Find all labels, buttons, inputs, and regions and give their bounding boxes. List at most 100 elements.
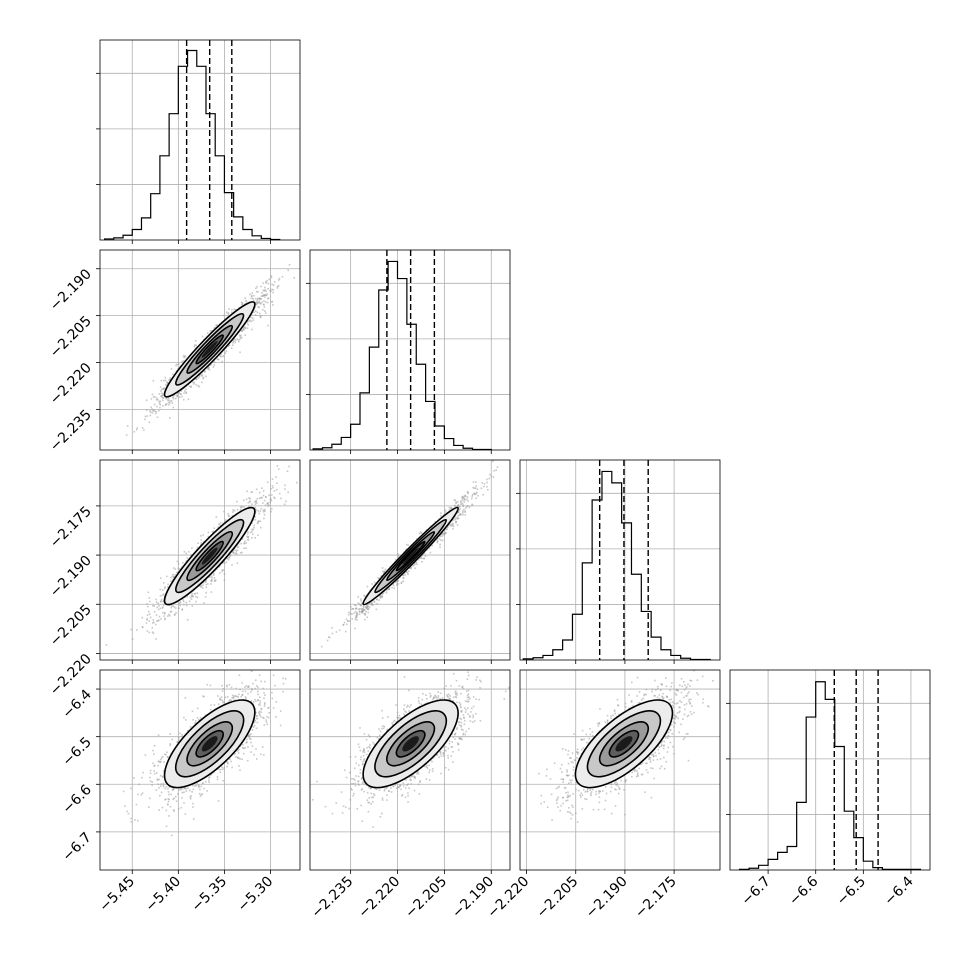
sample-point <box>165 825 168 828</box>
sample-point <box>564 786 567 789</box>
sample-point <box>359 768 362 771</box>
sample-point <box>558 785 560 788</box>
sample-point <box>444 511 447 513</box>
sample-point <box>637 775 639 777</box>
sample-point <box>247 536 250 538</box>
sample-point <box>495 469 497 471</box>
sample-point <box>367 750 369 752</box>
sample-point <box>183 787 185 790</box>
sample-point <box>159 400 162 403</box>
sample-point <box>232 551 234 553</box>
sample-point <box>401 795 403 797</box>
sample-point <box>361 782 364 784</box>
sample-point <box>229 555 231 558</box>
sample-point <box>457 506 460 508</box>
sample-point <box>173 810 175 812</box>
sample-point <box>421 561 423 563</box>
sample-point <box>178 392 181 394</box>
sample-point <box>414 563 416 566</box>
sample-point <box>232 511 234 513</box>
sample-point <box>224 562 226 565</box>
sample-point <box>170 610 173 613</box>
sample-point <box>407 544 409 546</box>
sample-point <box>598 792 600 794</box>
sample-point <box>674 722 676 724</box>
density-level <box>201 341 218 358</box>
sample-point <box>264 286 266 289</box>
sample-point <box>638 691 641 693</box>
sample-point <box>381 709 383 712</box>
sample-point <box>439 546 441 549</box>
sample-point <box>628 707 630 710</box>
sample-point <box>557 796 559 799</box>
sample-point <box>380 575 382 578</box>
sample-point <box>275 701 278 703</box>
sample-point <box>200 785 202 788</box>
sample-point <box>210 704 212 706</box>
sample-point <box>194 592 197 595</box>
sample-point <box>176 392 179 395</box>
sample-point <box>431 698 434 701</box>
sample-point <box>464 711 467 713</box>
sample-point <box>256 311 259 314</box>
sample-point <box>328 636 330 638</box>
sample-point <box>170 580 172 582</box>
sample-point <box>233 338 236 340</box>
sample-point <box>227 559 230 561</box>
sample-point <box>235 549 237 552</box>
sample-point <box>232 342 234 344</box>
sample-point <box>255 679 257 681</box>
sample-point <box>381 567 384 569</box>
sample-point <box>152 380 155 382</box>
sample-point <box>245 299 247 302</box>
sample-point <box>360 778 363 780</box>
sample-point <box>262 511 265 513</box>
sample-point <box>260 711 263 714</box>
sample-point <box>205 780 207 783</box>
sample-point <box>172 605 174 607</box>
sample-point <box>665 685 668 688</box>
sample-point <box>450 507 452 509</box>
histogram-panel <box>726 669 931 874</box>
sample-point <box>366 616 368 619</box>
sample-point <box>253 526 255 529</box>
sample-point <box>365 610 367 613</box>
sample-point <box>228 344 231 347</box>
sample-point <box>244 696 247 698</box>
sample-point <box>235 695 238 698</box>
sample-point <box>479 720 482 722</box>
sample-point <box>253 721 256 723</box>
sample-point <box>191 547 193 549</box>
sample-point <box>210 580 212 582</box>
sample-point <box>192 788 195 791</box>
sample-point <box>167 583 169 586</box>
sample-point <box>158 787 160 789</box>
sample-point <box>652 767 654 770</box>
sample-point <box>573 759 576 761</box>
sample-point <box>460 501 462 504</box>
sample-point <box>272 289 275 291</box>
sample-point <box>192 818 195 820</box>
sample-point <box>173 394 176 396</box>
sample-point <box>266 280 268 282</box>
sample-point <box>255 302 257 304</box>
sample-point <box>201 374 204 376</box>
sample-point <box>572 793 574 795</box>
sample-point <box>370 803 372 805</box>
sample-point <box>368 606 371 608</box>
sample-point <box>353 792 355 795</box>
sample-point <box>200 584 203 587</box>
sample-point <box>605 792 608 795</box>
sample-point <box>354 779 356 781</box>
sample-point <box>199 795 202 797</box>
sample-point <box>562 781 564 783</box>
sample-point <box>188 600 191 603</box>
sample-point <box>565 749 567 751</box>
sample-point <box>385 787 388 789</box>
sample-point <box>604 721 606 723</box>
sample-point <box>462 504 464 506</box>
sample-point <box>221 690 224 692</box>
sample-point <box>187 398 190 401</box>
sample-point <box>272 674 275 677</box>
sample-point <box>130 787 132 790</box>
